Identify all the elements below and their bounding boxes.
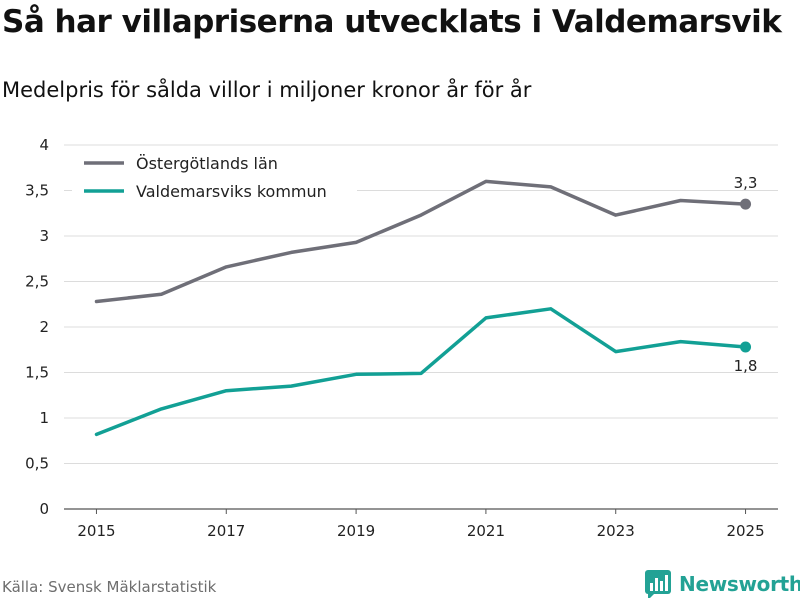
legend: Östergötlands län Valdemarsviks kommun <box>72 147 357 207</box>
legend-label: Valdemarsviks kommun <box>136 182 327 201</box>
y-tick-label: 0 <box>39 500 49 518</box>
end-point-marker <box>740 341 752 353</box>
x-tick-label: 2023 <box>597 522 635 540</box>
end-value-label: 3,3 <box>734 174 758 192</box>
x-tick-label: 2019 <box>337 522 375 540</box>
y-tick-label: 2,5 <box>25 273 49 291</box>
legend-background <box>72 147 357 207</box>
y-tick-label: 1,5 <box>25 364 49 382</box>
series-line-ostergotlands-lan <box>94 179 748 304</box>
y-tick-label: 1 <box>39 409 49 427</box>
chart-subtitle: Medelpris för sålda villor i miljoner kr… <box>2 78 532 102</box>
series-lines <box>94 179 748 437</box>
x-tick-label: 2021 <box>467 522 505 540</box>
y-tick-label: 4 <box>39 136 49 154</box>
end-markers: 3,3 1,8 <box>734 174 758 375</box>
x-tick-label: 2017 <box>207 522 245 540</box>
bar-chart-logo-icon <box>645 570 671 598</box>
brand-logo: Newsworthy <box>645 569 800 599</box>
chart-title: Så har villapriserna utvecklats i Valdem… <box>2 4 782 40</box>
y-tick-label: 2 <box>39 318 49 336</box>
y-tick-label: 0,5 <box>25 455 49 473</box>
brand-name: Newsworthy <box>679 572 800 596</box>
x-tick-label: 2015 <box>77 522 115 540</box>
y-axis-tick-labels: 0 0,5 1 1,5 2 2,5 3 3,5 4 <box>25 136 49 518</box>
end-point-marker <box>740 198 752 210</box>
y-tick-label: 3,5 <box>25 182 49 200</box>
series-line-valdemarsviks-kommun <box>94 307 748 437</box>
source-note: Källa: Svensk Mäklarstatistik <box>2 578 217 596</box>
y-tick-label: 3 <box>39 227 49 245</box>
x-axis-tick-labels: 2015 2017 2019 2021 2023 2025 <box>77 509 765 540</box>
legend-label: Östergötlands län <box>136 154 278 173</box>
end-value-label: 1,8 <box>734 357 758 375</box>
x-tick-label: 2025 <box>726 522 764 540</box>
